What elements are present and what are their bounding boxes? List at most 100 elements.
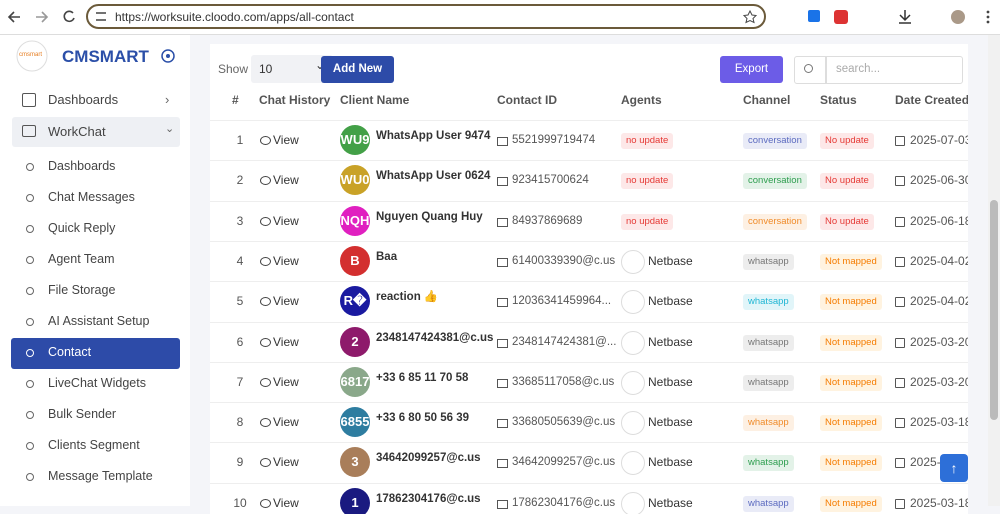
submenu-item[interactable]: Message Template (48, 469, 153, 483)
address-bar[interactable] (86, 4, 766, 29)
view-link[interactable]: View (273, 253, 299, 268)
date-created: 2025-03-20 (910, 374, 968, 389)
browser-bar: https://worksuite.cloodo.com/apps/all-co… (0, 0, 1000, 35)
search-input[interactable] (826, 56, 963, 84)
client-name[interactable]: Nguyen Quang Huy (376, 210, 483, 223)
select-arrow: ⌄ (315, 58, 325, 72)
export-button-text[interactable]: Export (734, 63, 769, 75)
mail-icon (497, 338, 508, 348)
client-name[interactable]: +33 6 85 11 70 58 (376, 371, 469, 384)
avatar: 6817 (340, 366, 370, 397)
submenu-item[interactable]: Chat Messages (48, 190, 135, 204)
row-number: 2 (236, 173, 244, 188)
page-size[interactable]: 10 (259, 62, 273, 76)
scroll-thumb[interactable] (990, 200, 998, 420)
submenu-item[interactable]: Clients Segment (48, 438, 140, 452)
contact-id: 33685117058@c.us (512, 375, 615, 388)
submenu-item[interactable]: LiveChat Widgets (48, 376, 146, 390)
client-name[interactable]: 34642099257@c.us (376, 452, 481, 465)
view-link[interactable]: View (273, 173, 299, 188)
client-name[interactable]: 17862304176@c.us (376, 492, 481, 505)
avatar: B (340, 245, 370, 276)
view-link[interactable]: View (273, 334, 299, 349)
logo (16, 40, 175, 72)
calendar-icon (895, 256, 905, 267)
row-divider (210, 402, 968, 404)
menu-item[interactable]: WorkChat (48, 124, 106, 139)
avatar: 3 (340, 447, 370, 478)
add-button[interactable] (321, 56, 394, 83)
bullet (26, 442, 34, 450)
eye-icon (260, 337, 271, 347)
column-header: Chat History (259, 93, 331, 107)
submenu-item[interactable]: Dashboards (48, 159, 116, 173)
menu-icon (22, 125, 36, 137)
agent-logo (621, 370, 645, 395)
calendar-icon (895, 216, 905, 227)
view-link[interactable]: View (273, 374, 299, 389)
agent-badge: no update (621, 173, 674, 190)
calendar-icon (895, 458, 905, 469)
status-badge: Not mapped (820, 374, 882, 391)
status-badge: Not mapped (820, 455, 882, 472)
agent-logo (621, 249, 645, 274)
submenu-item[interactable]: Quick Reply (48, 221, 116, 235)
submenu-item[interactable]: Bulk Sender (48, 407, 117, 421)
bullet (26, 194, 34, 202)
submenu-item[interactable]: AI Assistant Setup (48, 314, 150, 328)
mail-icon (497, 137, 508, 146)
contact-id: 17862304176@c.us (512, 496, 616, 509)
add-button-text[interactable]: Add New (332, 63, 383, 75)
page-size-select[interactable] (251, 55, 333, 83)
view-link[interactable]: View (273, 294, 299, 309)
contact-id: 33680505639@c.us (512, 416, 616, 429)
view-link[interactable]: View (273, 495, 299, 510)
contact-id: 61400339390@c.us (512, 254, 616, 267)
row-divider (210, 160, 968, 162)
eye-icon (260, 216, 271, 226)
agent-logo (621, 451, 645, 476)
submenu-item[interactable]: Contact (48, 345, 92, 359)
export-button[interactable] (720, 56, 783, 83)
channel-badge: whatsapp (743, 334, 794, 351)
status-badge: No update (820, 133, 874, 149)
brand[interactable]: CMSMART (62, 47, 149, 66)
bullet (26, 411, 34, 419)
client-name[interactable]: WhatsApp User 9474 (376, 130, 491, 142)
view-link[interactable]: View (273, 133, 299, 147)
client-name[interactable]: reaction 👍 (376, 291, 439, 304)
submenu-item[interactable]: File Storage (48, 283, 116, 297)
row-number: 7 (236, 374, 244, 389)
client-name[interactable]: WhatsApp User 0624 (376, 170, 491, 183)
menu-item[interactable]: Dashboards (48, 92, 119, 107)
active-bg[interactable] (11, 338, 180, 369)
row-divider (210, 240, 968, 242)
channel-badge: whatsapp (743, 455, 794, 472)
row-divider (210, 442, 968, 444)
calendar-icon (895, 136, 905, 146)
view-link[interactable]: View (273, 213, 299, 228)
menu-group-bg (12, 117, 180, 147)
calendar-icon (895, 297, 905, 308)
view-link[interactable]: View (273, 455, 299, 470)
row-number: 5 (236, 294, 244, 309)
submenu-item[interactable]: Agent Team (48, 252, 115, 266)
row-number: 10 (233, 495, 247, 510)
mail-icon (497, 459, 508, 469)
avatar: 2 (340, 326, 370, 357)
date-created: 2025-03-18 (910, 495, 968, 510)
eye-icon (260, 176, 271, 186)
client-name[interactable]: +33 6 80 50 56 39 (376, 412, 470, 425)
agent-name: Netbase (648, 253, 693, 268)
view-link[interactable]: View (273, 415, 299, 430)
scroll-top-button[interactable]: ↑ (940, 454, 968, 482)
search-placeholder[interactable]: search... (836, 63, 881, 75)
avatar: 1 (340, 487, 370, 514)
bullet (26, 473, 34, 481)
url-text[interactable]: https://worksuite.cloodo.com/apps/all-co… (115, 10, 354, 24)
client-name[interactable]: 2348147424381@c.us (376, 331, 494, 344)
client-name[interactable]: Baa (376, 250, 398, 263)
agent-name: Netbase (648, 334, 693, 349)
contact-card: Show 10 ⌄ Add New Export search... # Chat Histo… (210, 44, 968, 514)
contact-id: 5521999719474 (512, 134, 596, 146)
